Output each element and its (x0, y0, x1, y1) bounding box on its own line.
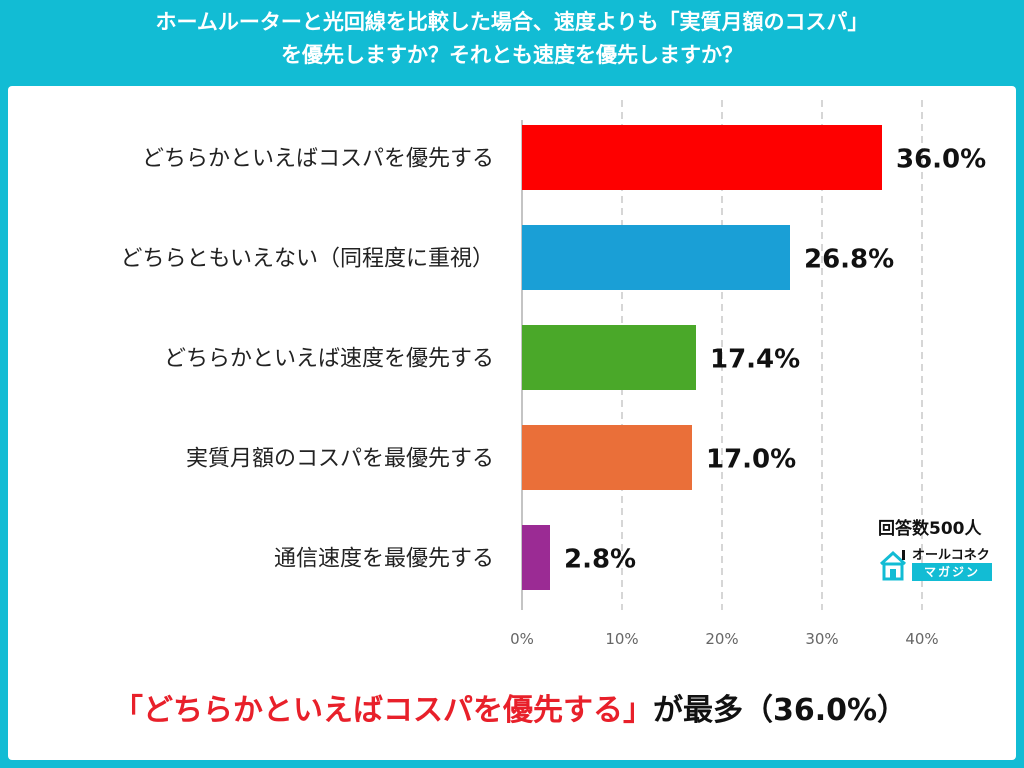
summary-callout: 「どちらかといえばコスパを優先する」が最多（36.0%） (20, 674, 1000, 748)
value-label: 17.4% (710, 345, 800, 375)
respondent-count: 回答数500人 (878, 519, 982, 539)
bar (522, 125, 882, 190)
chart-panel (8, 86, 1016, 760)
category-label: 通信速度を最優先する (274, 547, 494, 572)
x-tick-label: 20% (705, 630, 738, 648)
logo-sub: マガジン (912, 563, 992, 581)
x-tick-label: 30% (805, 630, 838, 648)
category-label: 実質月額のコスパを最優先する (186, 447, 494, 472)
bar (522, 225, 790, 290)
category-label: どちらともいえない（同程度に重視） (120, 247, 494, 272)
brand-logo: オールコネクト マガジン (878, 544, 996, 584)
callout-rest: が最多（36.0%） (652, 693, 908, 728)
value-label: 36.0% (896, 145, 986, 175)
x-tick-label: 0% (510, 630, 534, 648)
x-tick-label: 10% (605, 630, 638, 648)
value-label: 17.0% (706, 445, 796, 475)
chart-title: ホームルーターと光回線を比較した場合、速度よりも「実質月額のコスパ」 を優先しま… (0, 0, 1024, 86)
value-label: 26.8% (804, 245, 894, 275)
bar (522, 525, 550, 590)
category-label: どちらかといえば速度を優先する (164, 347, 494, 372)
bar (522, 325, 696, 390)
value-label: 2.8% (564, 545, 636, 575)
callout-quote: 「どちらかといえばコスパを優先する」 (112, 693, 653, 728)
category-label: どちらかといえばコスパを優先する (142, 147, 494, 172)
x-tick-label: 40% (905, 630, 938, 648)
title-line-2: を優先しますか？それとも速度を優先しますか？ (281, 43, 743, 67)
house-icon (879, 550, 907, 581)
bar (522, 425, 692, 490)
title-line-1: ホームルーターと光回線を比較した場合、速度よりも「実質月額のコスパ」 (155, 10, 869, 34)
